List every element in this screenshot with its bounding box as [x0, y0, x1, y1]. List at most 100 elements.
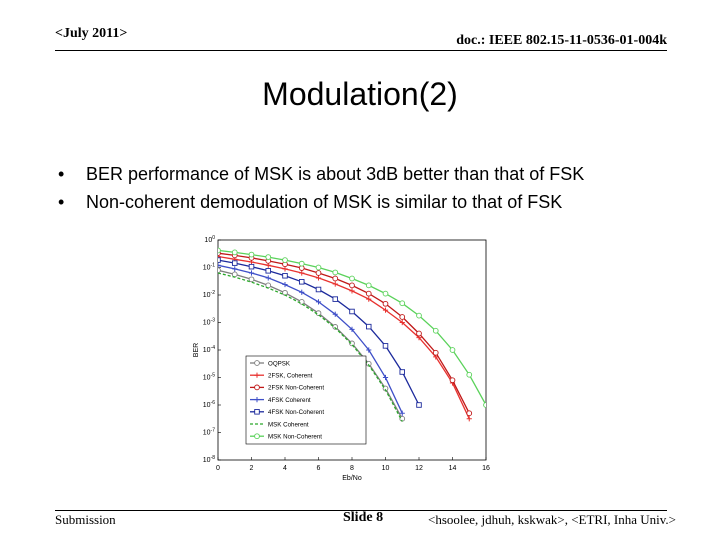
data-point: [349, 340, 355, 347]
y-tick-base: 10: [203, 457, 211, 464]
legend: OQPSK 2FSK, Coherent 2FSK Non-Coherent 4FSK…: [245, 355, 367, 445]
data-point: [399, 410, 405, 416]
series-group: [218, 247, 486, 408]
data-point: [483, 402, 486, 408]
data-point: [298, 279, 305, 285]
data-point: [399, 369, 405, 375]
legend-label: MSK Coherent: [268, 421, 309, 428]
data-point: [218, 267, 221, 274]
data-point: [218, 257, 221, 263]
data-point: [248, 276, 255, 283]
y-tick-base: 10: [203, 347, 211, 354]
data-point: [349, 282, 355, 289]
data-point: [282, 273, 288, 279]
y-tick-label: 10-4: [203, 345, 215, 354]
data-point: [382, 374, 389, 381]
header-rule: [55, 50, 667, 51]
x-tick-label: 6: [317, 465, 321, 472]
data-point: [382, 290, 389, 297]
legend-marker: [254, 384, 260, 391]
series-line: [218, 269, 403, 420]
bullet-dot-icon: •: [58, 164, 65, 184]
y-tick-exponent: -5: [211, 373, 216, 379]
x-axis-label: Eb/No: [342, 475, 362, 482]
data-point: [366, 296, 372, 302]
data-point: [218, 253, 221, 260]
x-tick-label: 8: [350, 465, 354, 472]
data-point: [282, 257, 288, 263]
data-point: [248, 263, 255, 270]
y-tick-exponent: -4: [211, 345, 216, 351]
data-point: [232, 260, 238, 266]
legend-box: [245, 355, 367, 445]
data-point: [349, 326, 355, 332]
series-group: [218, 262, 405, 416]
bullet-item: • BER performance of MSK is about 3dB bet…: [58, 160, 584, 188]
data-point: [399, 319, 405, 326]
x-tick-label: 16: [482, 465, 490, 472]
series-line: [218, 252, 470, 414]
y-tick-base: 10: [203, 292, 211, 299]
legend-marker: [254, 372, 260, 378]
y-tick-base: 10: [203, 375, 211, 382]
series-line: [218, 272, 403, 422]
y-tick-base: 10: [203, 430, 211, 437]
bullet-list: • BER performance of MSK is about 3dB bet…: [58, 160, 584, 216]
data-point: [399, 300, 406, 307]
data-point: [449, 377, 456, 384]
x-tick-label: 12: [415, 465, 423, 472]
x-tick-label: 4: [283, 465, 287, 472]
data-point: [315, 270, 322, 276]
data-point: [332, 275, 339, 282]
data-point: [365, 323, 372, 330]
data-point: [265, 268, 271, 274]
data-point: [315, 299, 322, 305]
data-point: [466, 416, 472, 422]
data-point: [349, 275, 355, 282]
data-point: [365, 282, 372, 289]
y-tick-base: 10: [204, 237, 212, 244]
data-point: [248, 251, 255, 258]
data-point: [299, 270, 305, 276]
y-tick-exponent: -7: [211, 428, 216, 434]
legend-marker: [254, 433, 260, 440]
y-tick-base: 10: [203, 320, 211, 327]
footer-submission: Submission: [55, 512, 116, 527]
data-point: [416, 330, 422, 337]
data-point: [365, 290, 372, 297]
ber-chart: 0 2 4 6 8 10 12 14 1610010-110-210-310-410-510-6…: [193, 235, 490, 482]
data-point: [298, 260, 305, 267]
header-doc-id: doc.: IEEE 802.15-11-0536-01-004k: [456, 33, 667, 48]
data-point: [366, 347, 372, 353]
data-point: [449, 347, 456, 353]
data-point: [416, 402, 422, 408]
legend-label: MSK Non-Coherent: [268, 434, 322, 441]
y-tick-label: 10-6: [203, 400, 215, 409]
data-point: [332, 296, 338, 302]
legend-marker: [254, 360, 260, 366]
data-point: [332, 311, 338, 317]
legend-marker: [254, 397, 260, 403]
data-point: [265, 275, 271, 281]
footer-slide-number: Slide 8: [343, 510, 384, 525]
header-date: <July 2011>: [55, 26, 128, 41]
data-point: [332, 269, 339, 276]
y-tick-label: 10-5: [203, 373, 215, 382]
y-tick-base: 10: [203, 402, 211, 409]
y-tick-exponent: -1: [211, 263, 216, 269]
data-point: [232, 266, 238, 272]
footer-rule: [55, 510, 667, 511]
data-point: [265, 254, 272, 260]
y-tick-exponent: -8: [211, 455, 216, 461]
data-point: [218, 262, 221, 268]
y-tick-label: 10-3: [203, 318, 215, 327]
bullet-text: BER performance of MSK is about 3dB bett…: [86, 164, 585, 184]
data-point: [349, 308, 355, 315]
y-tick-exponent: -3: [211, 318, 216, 324]
y-tick-label: 10-7: [203, 428, 215, 437]
footer-authors: <hsoolee, jdhuh, kskwak>, <ETRI, Inha Un…: [427, 512, 676, 527]
legend-label: 2FSK Non-Coherent: [268, 385, 324, 392]
data-point: [399, 314, 406, 320]
data-point: [432, 349, 439, 356]
data-point: [299, 289, 305, 295]
